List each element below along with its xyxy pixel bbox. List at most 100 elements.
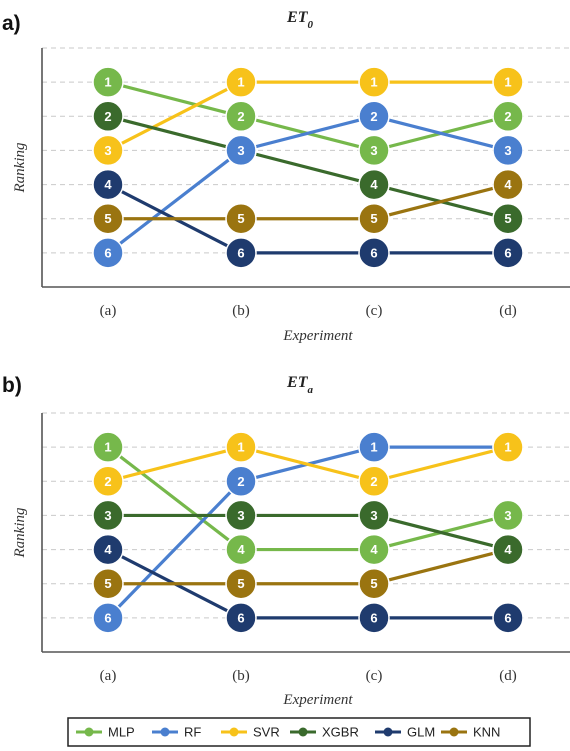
legend-label: SVR bbox=[253, 725, 280, 740]
point-mlp-1: 1 bbox=[92, 431, 124, 463]
point-label: 4 bbox=[504, 177, 512, 192]
point-marker bbox=[92, 100, 124, 133]
point-svr-2: 1 bbox=[225, 431, 257, 463]
point-label: 3 bbox=[504, 508, 511, 523]
point-label: 4 bbox=[104, 542, 112, 557]
point-marker bbox=[358, 465, 390, 498]
legend-swatch-marker bbox=[229, 727, 239, 737]
point-label: 6 bbox=[370, 245, 377, 260]
point-marker bbox=[358, 533, 390, 566]
point-label: 4 bbox=[104, 177, 112, 192]
point-label: 4 bbox=[370, 542, 378, 557]
point-marker bbox=[92, 66, 124, 98]
panel-title-sub: a bbox=[307, 384, 313, 396]
point-svr-4: 1 bbox=[492, 431, 524, 463]
point-label: 1 bbox=[370, 440, 377, 455]
point-glm-1: 4 bbox=[92, 168, 124, 201]
point-label: 4 bbox=[504, 542, 512, 557]
legend-item-xgbr: XGBR bbox=[290, 725, 359, 740]
point-knn-3: 5 bbox=[358, 202, 390, 235]
point-label: 3 bbox=[237, 143, 244, 158]
point-marker bbox=[358, 168, 390, 201]
point-glm-2: 6 bbox=[225, 237, 257, 269]
panel-label: b) bbox=[2, 374, 22, 397]
point-marker bbox=[92, 134, 124, 167]
point-marker bbox=[492, 499, 524, 532]
x-axis-title: Experiment bbox=[282, 328, 353, 344]
x-axis-title: Experiment bbox=[282, 692, 353, 708]
point-label: 3 bbox=[104, 143, 111, 158]
point-label: 4 bbox=[370, 177, 378, 192]
point-marker bbox=[92, 168, 124, 201]
point-svr-4: 1 bbox=[492, 66, 524, 98]
point-label: 5 bbox=[504, 211, 511, 226]
point-label: 6 bbox=[370, 610, 377, 625]
point-marker bbox=[358, 202, 390, 235]
point-glm-3: 6 bbox=[358, 602, 390, 634]
point-xgbr-4: 4 bbox=[492, 533, 524, 566]
legend-item-mlp: MLP bbox=[76, 725, 135, 740]
point-glm-3: 6 bbox=[358, 237, 390, 269]
point-xgbr-3: 4 bbox=[358, 168, 390, 201]
point-label: 6 bbox=[237, 610, 244, 625]
point-label: 3 bbox=[237, 508, 244, 523]
x-tick-label: (a) bbox=[100, 303, 117, 319]
point-knn-2: 5 bbox=[225, 202, 257, 235]
point-label: 6 bbox=[504, 610, 511, 625]
point-label: 2 bbox=[104, 109, 111, 124]
point-label: 5 bbox=[104, 576, 111, 591]
legend-swatch-marker bbox=[449, 727, 459, 737]
series-line-rf bbox=[106, 445, 508, 619]
point-label: 5 bbox=[104, 211, 111, 226]
point-label: 5 bbox=[237, 211, 244, 226]
legend-swatch-marker bbox=[298, 727, 308, 737]
point-marker bbox=[492, 237, 524, 269]
point-knn-2: 5 bbox=[225, 567, 257, 600]
legend-swatch-marker bbox=[160, 727, 170, 737]
point-label: 5 bbox=[237, 576, 244, 591]
panel-label: a) bbox=[2, 12, 21, 35]
point-marker bbox=[225, 66, 257, 98]
panel-title-main: ET bbox=[286, 374, 309, 391]
point-marker bbox=[492, 431, 524, 463]
legend-label: KNN bbox=[473, 725, 500, 740]
point-marker bbox=[225, 237, 257, 269]
point-marker bbox=[225, 499, 257, 532]
point-label: 1 bbox=[237, 440, 244, 455]
point-xgbr-1: 3 bbox=[92, 499, 124, 532]
point-label: 3 bbox=[504, 143, 511, 158]
point-svr-1: 2 bbox=[92, 465, 124, 498]
point-mlp-3: 3 bbox=[358, 134, 390, 167]
y-axis-title: Ranking bbox=[12, 142, 28, 193]
point-marker bbox=[92, 202, 124, 235]
point-label: 2 bbox=[370, 109, 377, 124]
point-label: 2 bbox=[370, 474, 377, 489]
point-marker bbox=[92, 465, 124, 498]
legend-swatch-marker bbox=[383, 727, 393, 737]
point-label: 1 bbox=[370, 75, 377, 90]
x-tick-label: (b) bbox=[232, 668, 250, 684]
point-label: 6 bbox=[504, 245, 511, 260]
legend-item-rf: RF bbox=[152, 725, 201, 740]
legend: MLP RF SVR XGBR GLM KNN bbox=[67, 717, 531, 747]
point-marker bbox=[358, 100, 390, 133]
point-marker bbox=[92, 499, 124, 532]
x-tick-label: (a) bbox=[100, 668, 117, 684]
point-marker bbox=[358, 602, 390, 634]
x-tick-label: (c) bbox=[366, 668, 383, 684]
point-marker bbox=[492, 202, 524, 235]
point-mlp-4: 2 bbox=[492, 100, 524, 133]
point-knn-1: 5 bbox=[92, 202, 124, 235]
legend-label: GLM bbox=[407, 725, 435, 740]
point-knn-3: 5 bbox=[358, 567, 390, 600]
point-rf-3: 1 bbox=[358, 431, 390, 463]
point-label: 2 bbox=[237, 109, 244, 124]
chart-panel-1: a) ET0 (a) (b) (c) (d) Experiment Ranking 5 5 5 4 4 6… bbox=[2, 9, 570, 344]
point-glm-1: 4 bbox=[92, 533, 124, 566]
point-mlp-2: 2 bbox=[225, 100, 257, 133]
y-axis-title: Ranking bbox=[12, 507, 28, 558]
point-marker bbox=[358, 66, 390, 98]
point-label: 1 bbox=[504, 75, 511, 90]
point-xgbr-2: 3 bbox=[225, 499, 257, 532]
